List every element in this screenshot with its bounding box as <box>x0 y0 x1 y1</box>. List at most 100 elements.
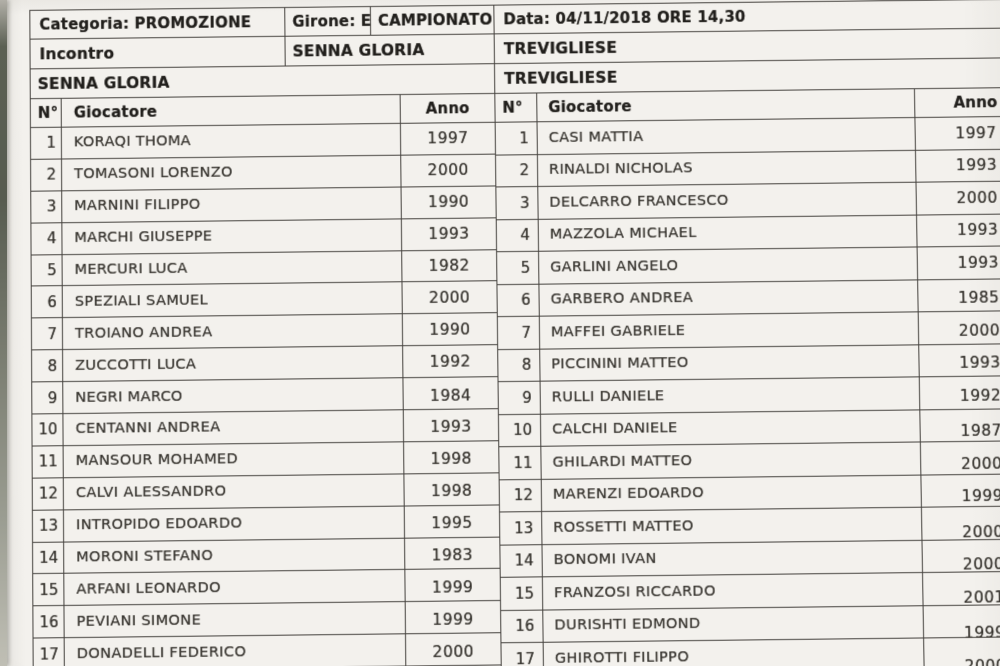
player-year-cell: 1983 <box>405 537 501 570</box>
photo-left-edge <box>0 0 7 666</box>
player-year-cell: 1990 <box>401 186 497 219</box>
roster-row: 11 MANSOUR MOHAMED 1998 <box>32 441 500 479</box>
roster-row: 6 SPEZIALI SAMUEL 2000 <box>31 281 498 319</box>
away-team-title: TREVIGLIESE <box>504 68 618 88</box>
player-number: 11 <box>32 446 64 478</box>
player-year-cell: 1993 <box>917 214 1000 247</box>
campionato-cell: CAMPIONATO <box>370 5 495 35</box>
player-name: PICCININI MATTEO <box>540 344 920 381</box>
player-number: 5 <box>497 251 540 284</box>
roster-row: 15 FRANZOSI RICCARDO 2001 <box>500 571 1000 611</box>
player-name: ARFANI LEONARDO <box>64 570 406 606</box>
player-number: 17 <box>33 638 65 666</box>
player-name: CALCHI DANIELE <box>540 409 921 446</box>
player-year-cell: 1995 <box>404 505 501 538</box>
roster-row: 16 PEVIANI SIMONE 1999 <box>33 601 502 639</box>
player-name: ROSSETTI MATTEO <box>542 507 923 544</box>
player-year-cell: 1987 <box>920 409 1000 442</box>
player-year: 2000 <box>427 161 470 180</box>
roster-row: 2 TOMASONI LORENZO 2000 <box>31 154 497 192</box>
player-number: 1 <box>30 127 63 159</box>
player-year-cell: 1984 <box>403 377 499 410</box>
player-year: 2000 <box>962 522 1000 542</box>
away-player-header: Giocatore <box>537 89 916 122</box>
player-name: MAFFEI GABRIELE <box>539 312 920 349</box>
player-year-cell: 1999 <box>921 474 1000 507</box>
roster-row: 12 CALVI ALESSANDRO 1998 <box>32 473 500 511</box>
player-year: 1990 <box>429 320 471 339</box>
player-year: 1993 <box>956 220 999 240</box>
player-year-cell: 1993 <box>918 246 1000 279</box>
player-name: CENTANNI ANDREA <box>63 410 405 446</box>
roster-row: 10 CENTANNI ANDREA 1993 <box>32 409 500 447</box>
player-year: 2000 <box>964 656 1000 666</box>
player-number: 4 <box>31 222 63 255</box>
player-name: MARENZI EDOARDO <box>541 475 922 511</box>
away-roster-table: 1 CASI MATTIA 1997 2 RINALDI NICHOLAS 19… <box>495 116 1000 666</box>
player-number: 14 <box>500 544 543 577</box>
player-number: 12 <box>32 478 64 510</box>
player-year: 1992 <box>959 386 1000 405</box>
player-year: 1993 <box>957 253 1000 272</box>
player-name: INTROPIDO EDOARDO <box>63 506 406 542</box>
player-year-cell: 2000 <box>919 311 1000 344</box>
player-number: 3 <box>31 191 63 223</box>
player-year-cell: 1985 <box>918 279 1000 312</box>
player-year-cell: 1999 <box>405 569 501 602</box>
player-name: CALVI ALESSANDRO <box>63 474 405 510</box>
player-year: 1990 <box>427 192 470 212</box>
roster-row: 16 DURISHTI EDMOND 1999 <box>501 604 1000 644</box>
player-name: GHILARDI MATTEO <box>541 442 922 479</box>
player-year-cell: 1992 <box>920 376 1000 409</box>
player-year-cell: 1998 <box>404 473 500 506</box>
away-number-header: N° <box>495 93 538 122</box>
player-number: 8 <box>498 349 541 382</box>
player-number: 12 <box>499 479 543 512</box>
player-year-cell: 1997 <box>400 122 496 155</box>
match-away-team: TREVIGLIESE <box>503 38 618 58</box>
player-year-cell: 1990 <box>402 313 499 346</box>
player-year: 1985 <box>958 288 1000 308</box>
away-year-header: Anno <box>953 93 998 112</box>
player-year: 1998 <box>430 481 473 501</box>
player-number: 15 <box>500 577 544 610</box>
roster-table: Categoria: PROMOZIONE Girone: E CAMPIONA… <box>29 0 1000 666</box>
player-year: 1993 <box>428 224 470 244</box>
player-year-cell: 2001 <box>923 572 1000 607</box>
player-year: 1993 <box>959 353 1000 373</box>
player-year: 2000 <box>958 321 1000 340</box>
player-year-cell: 1999 <box>405 601 502 634</box>
player-year-cell: 2000 <box>401 154 497 187</box>
roster-row: 1 KORAQI THOMA 1997 <box>30 122 496 160</box>
player-name: TROIANO ANDREA <box>62 314 404 350</box>
player-number: 2 <box>495 154 539 187</box>
player-number: 2 <box>31 159 63 191</box>
player-name: DONADELLI FEDERICO <box>64 634 407 666</box>
player-year: 2000 <box>432 642 475 661</box>
player-year: 1992 <box>429 352 472 371</box>
player-year-cell: 2000 <box>405 633 502 666</box>
match-home-team: SENNA GLORIA <box>285 34 495 66</box>
player-year: 2000 <box>428 288 471 307</box>
player-name: GARBERO ANDREA <box>539 279 919 316</box>
girone-cell: Girone: E <box>285 7 371 36</box>
player-name: MORONI STEFANO <box>64 538 406 574</box>
player-number: 5 <box>31 254 63 286</box>
player-year-cell: 1992 <box>403 345 499 378</box>
player-year: 2000 <box>962 555 1000 574</box>
player-number: 4 <box>496 219 540 252</box>
player-name: MERCURI LUCA <box>62 250 403 286</box>
player-year: 2000 <box>956 188 998 207</box>
roster-row: 7 TROIANO ANDREA 1990 <box>31 313 499 351</box>
player-number: 9 <box>498 381 541 414</box>
player-year: 1993 <box>430 417 472 437</box>
player-year: 2001 <box>963 587 1000 607</box>
player-name: TOMASONI LORENZO <box>62 155 402 191</box>
player-name: PEVIANI SIMONE <box>64 602 406 638</box>
roster-bodies: 1 KORAQI THOMA 1997 2 TOMASONI LORENZO 2… <box>29 116 1000 666</box>
player-number: 14 <box>33 542 65 574</box>
player-year: 1999 <box>432 610 474 629</box>
player-year-cell: 1993 <box>403 409 500 442</box>
player-number: 11 <box>499 446 542 479</box>
player-number: 13 <box>32 510 65 542</box>
